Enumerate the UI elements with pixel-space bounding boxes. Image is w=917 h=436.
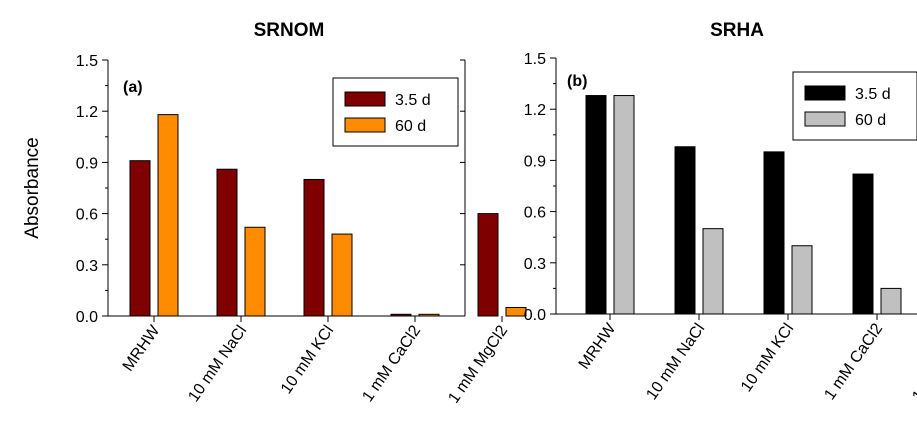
x-tick-label: 10 mM NaCl [185, 323, 250, 406]
y-tick-label: 0.0 [76, 309, 98, 326]
x-tick-label: 10 mM NaCl [643, 321, 708, 404]
legend-swatch-60-d [344, 117, 386, 133]
bar-60-d-mrhw [613, 95, 635, 315]
chart-panel-srnom: SRNOM Absorbance 0.0 0.3 0.6 0.9 1.2 1.5 MRHW 10 … [22, 20, 527, 407]
bar-60-d-1-mm-mgcl2 [505, 306, 527, 317]
legend-swatch-3-5-d [344, 91, 386, 107]
legend-label-60-d: 60 d [855, 112, 886, 129]
bar-3-5-d-1-mm-cacl2 [852, 173, 874, 315]
bar-3-5-d-1-mm-cacl2 [390, 313, 412, 317]
y-tick-label: 0.9 [524, 153, 546, 170]
chart-panel-srha: SRHA 0.0 0.3 0.6 0.9 1.2 1.5 MRHW 10 mM NaCl 10 m… [524, 20, 917, 405]
y-tick-label: 0.6 [524, 205, 546, 222]
x-tick-label: 1 mM CaCl2 [821, 320, 886, 403]
legend-label-3-5-d: 3.5 d [395, 92, 431, 109]
bar-3-5-d-10-mm-nacl [674, 146, 696, 315]
legend: 3.5 d 60 d [792, 71, 917, 141]
y-tick-label: 1.2 [76, 104, 98, 121]
y-tick-label: 0.9 [76, 155, 98, 172]
bar-60-d-1-mm-cacl2 [880, 287, 902, 315]
chart-title: SRNOM [254, 20, 325, 41]
bar-60-d-10-mm-nacl [702, 228, 724, 315]
x-tick-label: MRHW [120, 322, 164, 375]
bar-60-d-10-mm-kcl [331, 233, 353, 317]
x-tick-label: MRHW [576, 320, 620, 373]
y-tick-label: 1.2 [524, 102, 546, 119]
x-tick-label: 10 mM KCl [278, 323, 337, 398]
bar-60-d-1-mm-cacl2 [418, 313, 440, 317]
bar-60-d-10-mm-nacl [244, 226, 266, 317]
bar-3-5-d-1-mm-mgcl2 [477, 213, 499, 317]
bar-3-5-d-mrhw [129, 160, 151, 317]
y-tick-label: 0.6 [76, 207, 98, 224]
legend-swatch-60-d [804, 111, 846, 127]
y-tick-label: 0.3 [76, 258, 98, 275]
legend-swatch-3-5-d [804, 85, 846, 101]
panel-label: (b) [567, 73, 587, 90]
bar-3-5-d-mrhw [585, 95, 607, 315]
legend-label-60-d: 60 d [395, 118, 426, 135]
bar-3-5-d-10-mm-kcl [763, 151, 785, 315]
y-tick-label: 0.0 [524, 307, 546, 324]
legend-box [792, 71, 917, 141]
legend: 3.5 d 60 d [332, 77, 459, 147]
y-tick-label: 1.5 [76, 53, 98, 70]
x-tick-label: 10 mM KCl [738, 321, 797, 396]
x-tick-label: 1 mM MgCl2 [445, 322, 511, 406]
bar-60-d-mrhw [157, 114, 179, 317]
bar-3-5-d-10-mm-kcl [303, 178, 325, 317]
y-tick-label: 1.5 [524, 51, 546, 68]
bar-60-d-10-mm-kcl [791, 245, 813, 315]
y-tick-label: 0.3 [524, 256, 546, 273]
x-tick-label: 1 mM CaCl2 [359, 322, 424, 405]
y-axis-label: Absorbance [22, 137, 43, 238]
legend-box [332, 77, 459, 147]
panel-label: (a) [123, 79, 143, 96]
x-tick-label: 1 mM MgCl2 [909, 320, 917, 404]
legend-label-3-5-d: 3.5 d [855, 86, 891, 103]
chart-title: SRHA [710, 20, 764, 41]
bar-3-5-d-10-mm-nacl [216, 168, 238, 317]
